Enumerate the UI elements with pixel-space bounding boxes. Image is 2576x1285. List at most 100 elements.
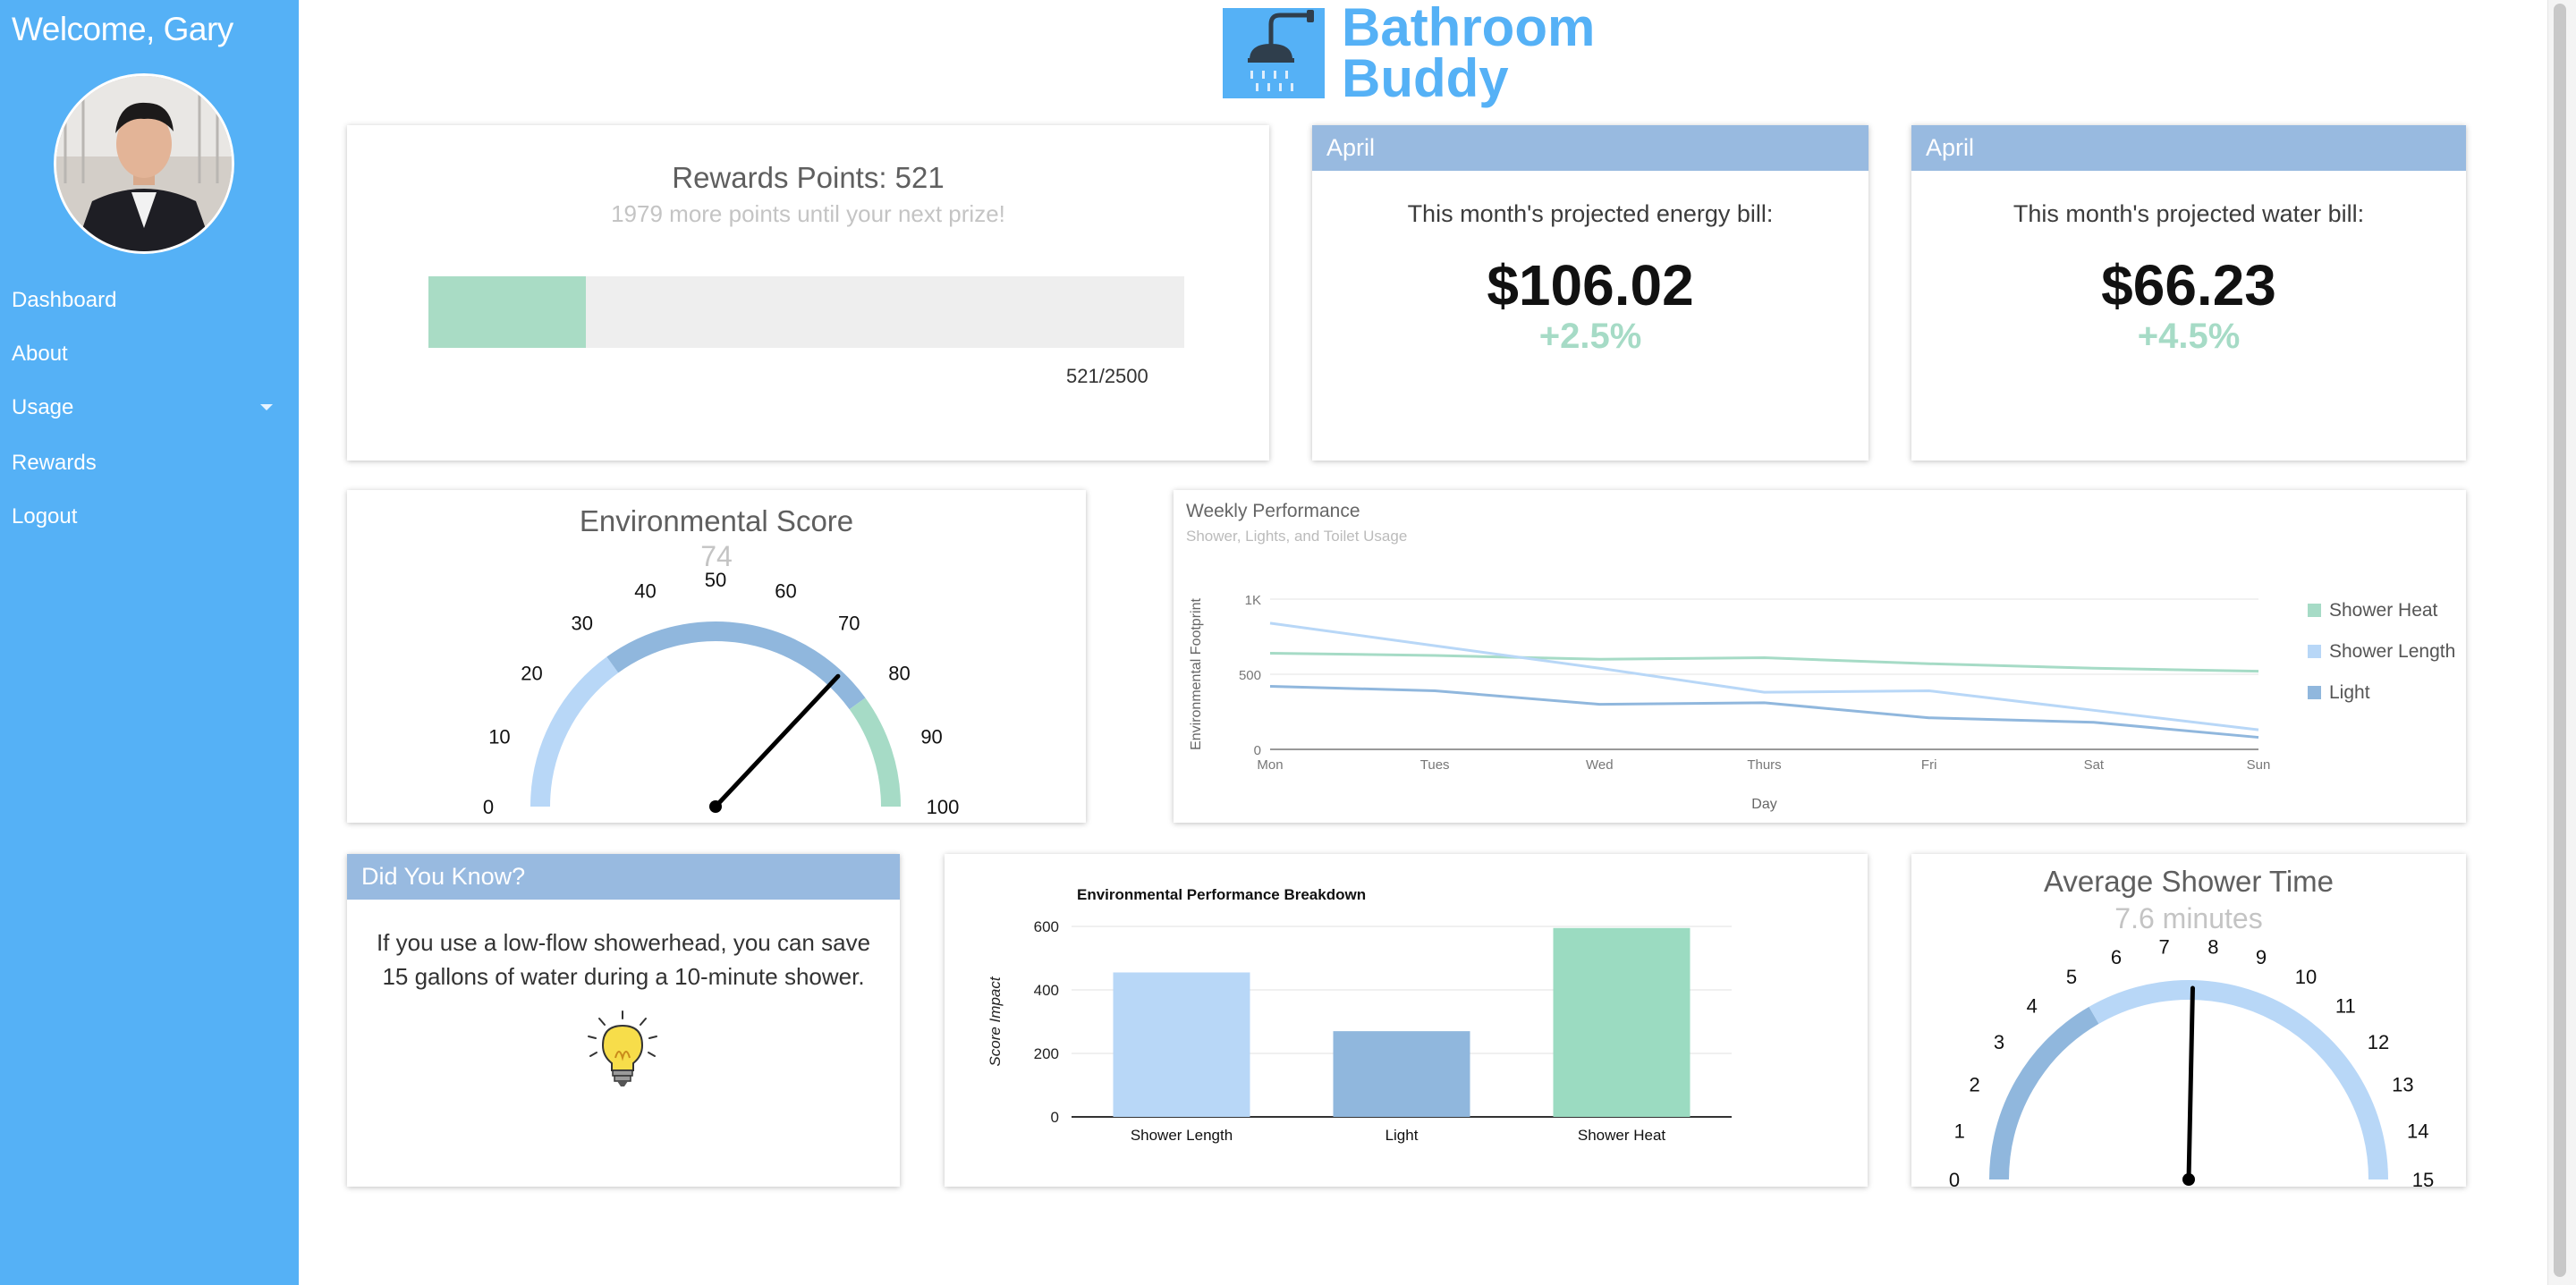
energy-month-header: April	[1312, 125, 1868, 171]
gauge-tick-label: 6	[2111, 946, 2122, 968]
gauge-tick-label: 11	[2335, 994, 2356, 1017]
nav-usage[interactable]: Usage	[12, 395, 74, 419]
energy-label: This month's projected energy bill:	[1407, 200, 1774, 227]
tip-text: If you use a low-flow showerhead, you ca…	[376, 929, 871, 990]
water-month-header: April	[1911, 125, 2466, 171]
gauge-band-mid	[606, 621, 866, 710]
brand-name: Bathroom Buddy	[1342, 0, 1596, 108]
rewards-title: Rewards Points: 521	[672, 161, 945, 194]
gauge-tick-label: 30	[571, 613, 592, 635]
gauge-needle-hub	[709, 800, 722, 813]
energy-change: +2.5%	[1538, 317, 1642, 356]
env-score-gauge: 0 10 20 30 40 50 60 70 80 90 100	[483, 569, 960, 818]
chevron-down-icon[interactable]	[260, 404, 273, 410]
gauge-tick-label: 1	[1954, 1120, 1965, 1143]
gauge-tick-label: 5	[2066, 966, 2077, 988]
water-label: This month's projected water bill:	[2012, 200, 2365, 227]
gauge-tick-label: 4	[2027, 994, 2038, 1017]
water-bill-card: April This month's projected water bill:…	[1911, 125, 2466, 461]
env-score-title: Environmental Score	[579, 504, 854, 537]
welcome-text: Welcome, Gary	[12, 11, 233, 47]
nav-rewards[interactable]: Rewards	[12, 451, 97, 475]
gauge-tick-label: 100	[927, 796, 960, 818]
gauge-tick-label: 2	[1970, 1073, 1980, 1095]
gauge-band-low	[530, 656, 619, 807]
gauge-needle	[2186, 985, 2195, 1182]
x-tick-label: Mon	[1257, 757, 1283, 773]
series-line-shower-heat	[1269, 651, 2259, 673]
environmental-score-card: Environmental Score 74 0 10 20 30 40 50 60 70 80…	[347, 490, 1086, 823]
gauge-tick-label: 0	[483, 796, 494, 818]
nav-dashboard[interactable]: Dashboard	[12, 288, 117, 312]
legend-swatch	[2308, 686, 2321, 699]
gauge-tick-label: 60	[775, 579, 796, 602]
series-line-light	[1269, 684, 2259, 740]
gauge-tick-label: 9	[2256, 946, 2267, 968]
rewards-subtitle: 1979 more points until your next prize!	[611, 200, 1005, 227]
x-tick-label: Light	[1385, 1127, 1419, 1144]
water-amount: $66.23	[2101, 253, 2276, 317]
gauge-band-low	[1989, 1006, 2099, 1180]
nav-about[interactable]: About	[12, 342, 68, 366]
y-axis-label: Environmental Footprint	[1189, 598, 1204, 750]
y-tick-label: 0	[1051, 1109, 1059, 1126]
gauge-needle	[713, 673, 841, 809]
gauge-tick-label: 10	[488, 726, 510, 748]
rewards-progress-label: 521/2500	[1066, 365, 1148, 387]
series-line-shower-length	[1269, 621, 2259, 731]
x-tick-label: Shower Heat	[1578, 1127, 1666, 1144]
energy-bill-card: April This month's projected energy bill…	[1312, 125, 1868, 461]
gauge-tick-label: 50	[705, 569, 726, 591]
legend-label: Shower Length	[2329, 641, 2455, 662]
gauge-tick-label: 13	[2392, 1073, 2413, 1095]
gauge-tick-label: 40	[634, 579, 656, 602]
x-tick-label: Shower Length	[1131, 1127, 1233, 1144]
did-you-know-card: Did You Know? If you use a low-flow show…	[347, 854, 900, 1187]
shower-icon	[1223, 8, 1325, 98]
gauge-tick-label: 15	[2412, 1169, 2434, 1187]
water-change: +4.5%	[2137, 317, 2241, 356]
gauge-tick-label: 10	[2295, 966, 2317, 988]
env-score-value: 74	[700, 540, 733, 572]
y-tick-label: 200	[1034, 1045, 1059, 1062]
scrollbar-thumb[interactable]	[2554, 4, 2566, 1277]
legend-label: Shower Heat	[2329, 600, 2438, 621]
rewards-progress-bar	[428, 276, 1184, 348]
gauge-needle-hub	[2182, 1173, 2195, 1186]
y-axis-label: Score Impact	[987, 976, 1004, 1066]
gauge-tick-label: 3	[1994, 1031, 2004, 1053]
y-tick-label: 0	[1254, 743, 1261, 758]
gauge-band-high	[849, 697, 901, 807]
gauge-tick-label: 80	[888, 663, 910, 685]
tip-header: Did You Know?	[347, 854, 900, 900]
gauge-tick-label: 70	[838, 613, 860, 635]
weekly-performance-card: Weekly Performance Shower, Lights, and To…	[1174, 490, 2466, 823]
chart-title: Environmental Performance Breakdown	[1077, 886, 1366, 903]
gauge-tick-label: 20	[521, 663, 542, 685]
x-axis-label: Day	[1751, 797, 1776, 812]
performance-breakdown-chart: Environmental Performance Breakdown 0 200 4…	[987, 886, 1732, 1144]
sidebar: Welcome, Gary Dashboard About Usage Rewa…	[0, 0, 299, 1285]
gauge-band-high	[2089, 980, 2388, 1180]
nav-logout[interactable]: Logout	[12, 504, 78, 528]
gauge-tick-label: 7	[2158, 935, 2169, 958]
gauge-tick-label: 8	[2207, 935, 2218, 958]
legend-swatch	[2308, 645, 2321, 658]
x-tick-label: Thurs	[1747, 757, 1781, 773]
gauge-tick-label: 12	[2368, 1031, 2389, 1053]
bar-shower-length	[1113, 972, 1250, 1117]
rewards-progress-fill	[428, 276, 587, 348]
x-tick-label: Sun	[2247, 757, 2271, 773]
bar-shower-heat	[1553, 927, 1690, 1117]
y-tick-label: 500	[1239, 668, 1261, 683]
legend-swatch	[2308, 604, 2321, 617]
rewards-card: Rewards Points: 521 1979 more points unt…	[347, 125, 1269, 461]
y-tick-label: 400	[1034, 982, 1059, 999]
avatar[interactable]	[54, 73, 234, 254]
shower-time-title: Average Shower Time	[2043, 865, 2334, 898]
y-tick-label: 600	[1034, 918, 1059, 935]
x-tick-label: Wed	[1586, 757, 1614, 773]
x-tick-label: Tues	[1420, 757, 1450, 773]
